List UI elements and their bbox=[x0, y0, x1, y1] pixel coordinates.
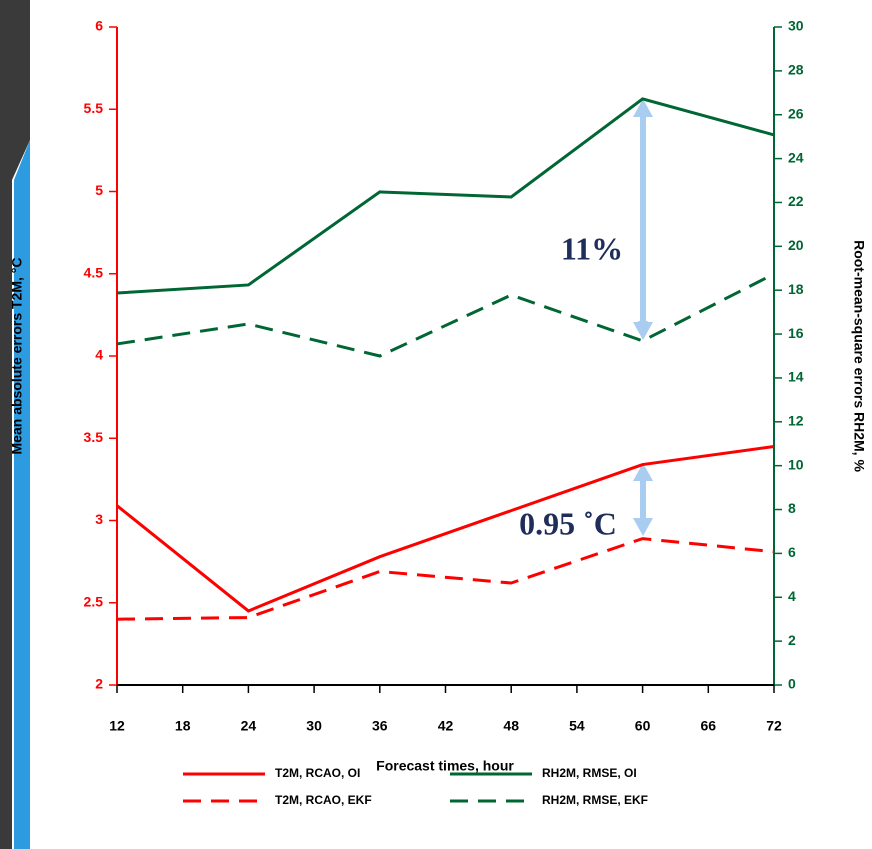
legend-label: T2M, RCAO, EKF bbox=[275, 793, 372, 807]
x-tick-label: 12 bbox=[109, 718, 125, 734]
x-tick-label: 66 bbox=[701, 718, 717, 734]
y-tick-label: 6 bbox=[95, 18, 103, 34]
y-tick-label: 5.5 bbox=[84, 100, 104, 116]
y2-tick-label: 26 bbox=[788, 105, 804, 121]
y2-tick-label: 8 bbox=[788, 500, 796, 516]
y2-tick-label: 20 bbox=[788, 237, 804, 253]
y-tick-label: 5 bbox=[95, 182, 103, 198]
y2-tick-label: 0 bbox=[788, 676, 796, 692]
annotation: 11% bbox=[561, 230, 623, 266]
y2-tick-label: 22 bbox=[788, 193, 804, 209]
y2-tick-label: 10 bbox=[788, 456, 804, 472]
y2-tick-label: 4 bbox=[788, 588, 796, 604]
y-tick-label: 2 bbox=[95, 676, 103, 692]
y-tick-label: 2.5 bbox=[84, 593, 104, 609]
series-line bbox=[117, 539, 774, 620]
x-tick-label: 24 bbox=[241, 718, 257, 734]
y-tick-label: 3.5 bbox=[84, 429, 104, 445]
y2-tick-label: 18 bbox=[788, 281, 804, 297]
chart: 11% 0.95 ˚C Forecast times, hour Mean ab… bbox=[0, 0, 872, 849]
y-axis-label: Mean absolute errors T2M, °C bbox=[9, 258, 25, 455]
series-line bbox=[117, 446, 774, 610]
legend-label: RH2M, RMSE, OI bbox=[542, 766, 637, 780]
y2-tick-label: 6 bbox=[788, 544, 796, 560]
y2-tick-label: 16 bbox=[788, 325, 804, 341]
decoration bbox=[14, 140, 30, 849]
x-tick-label: 72 bbox=[766, 718, 782, 734]
page: {"chart_data": {"type": "line", "xlabel"… bbox=[0, 0, 872, 849]
y2-tick-label: 24 bbox=[788, 149, 804, 165]
legend-label: RH2M, RMSE, EKF bbox=[542, 793, 648, 807]
y-tick-label: 3 bbox=[95, 511, 103, 527]
x-tick-label: 42 bbox=[438, 718, 454, 734]
y-tick-label: 4.5 bbox=[84, 264, 104, 280]
x-tick-label: 60 bbox=[635, 718, 651, 734]
x-tick-label: 48 bbox=[503, 718, 519, 734]
x-tick-label: 54 bbox=[569, 718, 585, 734]
y2-axis-label: Root-mean-square errors RH2M, % bbox=[851, 240, 867, 472]
x-tick-label: 30 bbox=[306, 718, 322, 734]
y2-tick-label: 30 bbox=[788, 18, 804, 34]
x-tick-label: 18 bbox=[175, 718, 191, 734]
series-line bbox=[117, 99, 774, 293]
y2-tick-label: 28 bbox=[788, 62, 804, 78]
legend-label: T2M, RCAO, OI bbox=[275, 766, 360, 780]
annotation: 0.95 ˚C bbox=[519, 505, 617, 541]
y-tick-label: 4 bbox=[95, 347, 103, 363]
y2-tick-label: 14 bbox=[788, 369, 804, 385]
y2-tick-label: 2 bbox=[788, 632, 796, 648]
x-axis-label: Forecast times, hour bbox=[376, 758, 514, 774]
y2-tick-label: 12 bbox=[788, 413, 804, 429]
x-tick-label: 36 bbox=[372, 718, 388, 734]
